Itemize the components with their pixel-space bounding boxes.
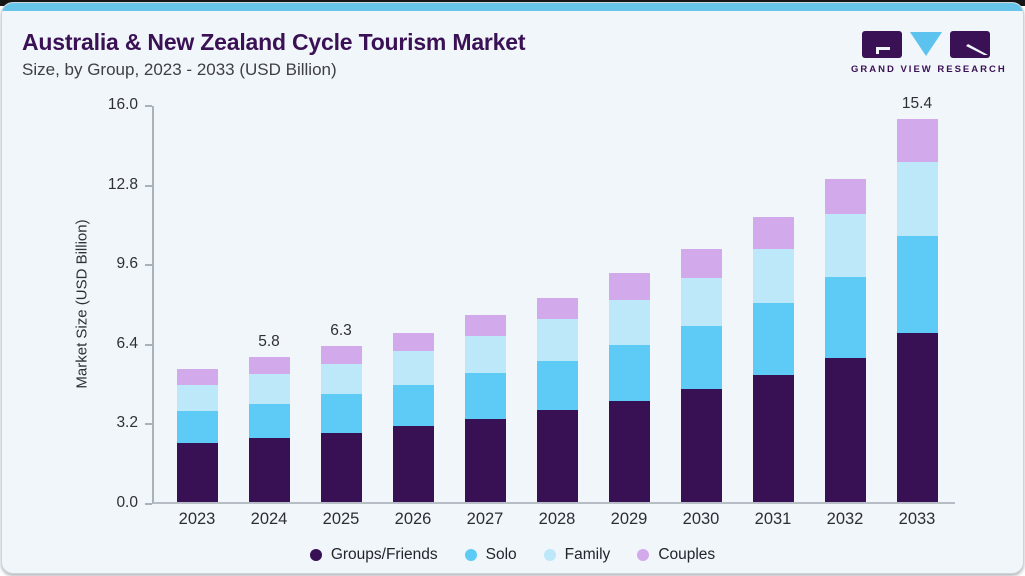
bar-segment-solo: [896, 236, 938, 333]
legend-label: Groups/Friends: [330, 546, 438, 563]
legend-item-solo: Solo: [464, 546, 517, 564]
legend-dot-icon: [637, 549, 650, 561]
bar-segment-couples: [680, 248, 722, 278]
bar-total-label: 5.8: [258, 332, 280, 350]
y-tick-label: 16.0: [107, 96, 138, 113]
page-title: Australia & New Zealand Cycle Tourism Ma…: [22, 29, 526, 55]
bar-segment-couples: [176, 368, 218, 385]
x-axis-label: 2029: [610, 510, 648, 528]
logo-v-icon: [910, 32, 942, 56]
y-tick-label: 12.8: [107, 175, 138, 193]
y-tick-mark: [145, 105, 152, 107]
legend-label: Solo: [485, 546, 517, 563]
legend-dot-icon: [464, 549, 477, 561]
bar-segment-groups-friends: [824, 358, 866, 502]
bar-segment-family: [176, 384, 218, 411]
x-axis-label: 2028: [538, 510, 576, 528]
top-accent-bar: [2, 3, 1023, 11]
bar-segment-groups-friends: [176, 442, 218, 502]
x-axis-label: 2030: [682, 510, 720, 528]
y-tick-mark: [145, 184, 152, 187]
bar-segment-family: [752, 248, 794, 303]
legend-item-couples: Couples: [637, 546, 715, 564]
bar-segment-solo: [176, 410, 218, 443]
y-tick-mark: [145, 423, 152, 426]
bar-segment-family: [248, 374, 290, 404]
bar-segment-solo: [392, 385, 434, 427]
y-tick-mark: [145, 343, 152, 346]
logo-wordmark: GRAND VIEW RESEARCH: [851, 64, 1007, 75]
bar-segment-family: [392, 351, 434, 386]
bar-segment-solo: [752, 302, 794, 376]
logo-g-icon: [862, 31, 902, 58]
bar-segment-groups-friends: [248, 438, 290, 502]
bar-total-label: 6.3: [330, 322, 352, 340]
bar-segment-groups-friends: [608, 401, 650, 502]
grand-view-research-logo: GRAND VIEW RESEARCH: [851, 31, 1007, 75]
x-axis-label: 2024: [250, 510, 288, 528]
x-axis-label: 2031: [754, 510, 792, 528]
bar-segment-family: [320, 364, 362, 395]
bar-segment-solo: [320, 394, 362, 433]
x-axis-label: 2033: [898, 510, 936, 528]
bar-segment-family: [608, 299, 650, 345]
plot-area: Market Size (USD Billion) 0.0 3.2 6.4 9.6 12…: [74, 95, 955, 528]
x-axis-label: 2023: [178, 510, 216, 528]
y-tick-label: 0.0: [116, 494, 138, 511]
bar-segment-solo: [536, 361, 578, 411]
bar-segment-solo: [824, 277, 866, 359]
bar-segment-groups-friends: [752, 375, 794, 502]
y-axis-title: Market Size (USD Billion): [73, 219, 91, 389]
x-axis-label: 2026: [394, 510, 432, 528]
bar-segment-groups-friends: [320, 432, 362, 502]
bar-segment-family: [536, 319, 578, 362]
bar-segment-solo: [464, 373, 506, 419]
legend-dot-icon: [543, 549, 556, 561]
y-tick-label: 6.4: [116, 334, 138, 352]
legend-dot-icon: [309, 549, 322, 561]
bar-segment-couples: [752, 216, 794, 249]
bar-segment-groups-friends: [536, 410, 578, 502]
legend-item-groups-friends: Groups/Friends: [309, 546, 438, 564]
bar-segment-solo: [248, 403, 290, 439]
bar-segment-couples: [248, 357, 290, 375]
bar-segment-groups-friends: [680, 389, 722, 502]
bar-segment-couples: [464, 315, 506, 337]
logo-r-icon: [950, 31, 990, 58]
bar-segment-couples: [824, 179, 866, 215]
bar-segment-couples: [392, 333, 434, 352]
bar-segment-family: [896, 161, 938, 237]
legend-label: Couples: [658, 546, 716, 563]
y-tick-label: 9.6: [116, 255, 138, 273]
bar-segment-couples: [896, 118, 938, 162]
page-subtitle: Size, by Group, 2023 - 2033 (USD Billion…: [22, 60, 337, 79]
y-tick-mark: [145, 503, 152, 505]
bar-segment-family: [464, 336, 506, 374]
bar-segment-solo: [608, 344, 650, 402]
logo-marks: [851, 31, 1001, 59]
y-tick-label: 3.2: [116, 414, 138, 432]
bar-total-label: 15.4: [901, 94, 933, 112]
legend-item-family: Family: [543, 546, 611, 564]
bar-segment-groups-friends: [464, 418, 506, 502]
bar-segment-couples: [320, 346, 362, 365]
x-axis-label: 2032: [826, 510, 864, 528]
bar-segment-solo: [680, 326, 722, 390]
bar-segment-groups-friends: [896, 332, 938, 502]
legend-label: Family: [564, 546, 611, 563]
bar-segment-groups-friends: [392, 426, 434, 502]
x-axis-label: 2027: [466, 510, 504, 528]
bar-segment-couples: [536, 297, 578, 320]
bar-segment-family: [824, 214, 866, 278]
x-axis-label: 2025: [322, 510, 360, 528]
legend: Groups/Friends Solo Family Couples: [2, 546, 1023, 564]
y-tick-mark: [145, 264, 152, 267]
bar-segment-family: [680, 277, 722, 327]
bar-segment-couples: [608, 273, 650, 300]
